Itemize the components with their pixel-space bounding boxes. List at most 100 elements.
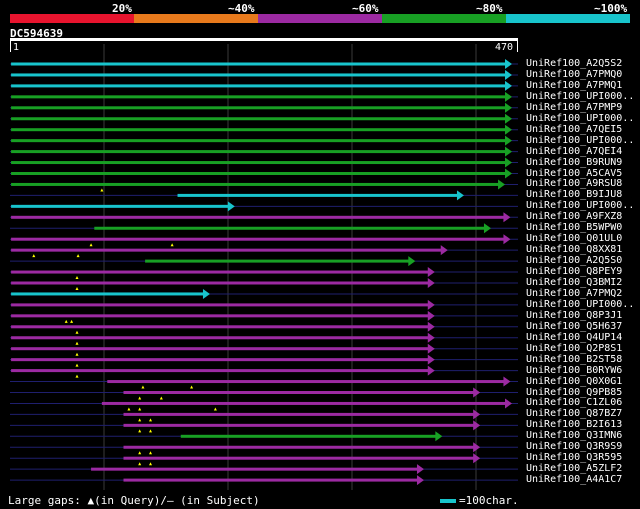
hit-bar[interactable] <box>11 73 507 77</box>
hit-label[interactable]: UniRef100_UPI000.. <box>526 90 635 102</box>
hit-bar[interactable] <box>11 204 229 208</box>
hit-bar[interactable] <box>91 467 418 471</box>
query-gap-marker <box>75 374 79 378</box>
hit-bar[interactable] <box>11 292 204 296</box>
hit-label[interactable]: UniRef100_UPI000.. <box>526 200 635 212</box>
hit-label[interactable]: UniRef100_UPI000.. <box>526 298 635 310</box>
hit-bar-arrow <box>473 442 481 453</box>
hit-bar[interactable] <box>11 161 507 165</box>
hit-bar[interactable] <box>11 281 429 285</box>
hit-bar[interactable] <box>123 456 475 460</box>
hit-bar[interactable] <box>123 391 475 394</box>
hit-label[interactable]: UniRef100_B9IJU8 <box>526 189 623 201</box>
hit-bar[interactable] <box>123 478 418 482</box>
query-gap-marker <box>70 319 74 323</box>
hit-label[interactable]: UniRef100_A7PMQ0 <box>526 68 623 80</box>
hit-label[interactable]: UniRef100_Q8PEY9 <box>526 266 623 278</box>
hit-bar[interactable] <box>11 215 505 219</box>
hit-bar-arrow <box>427 321 435 332</box>
hit-bar[interactable] <box>11 358 429 362</box>
hit-bar[interactable] <box>94 226 485 230</box>
hit-bar[interactable] <box>11 106 507 110</box>
hit-label[interactable]: UniRef100_Q5H637 <box>526 320 623 332</box>
hit-bar[interactable] <box>123 445 475 449</box>
hit-label[interactable]: UniRef100_Q3BMI2 <box>526 277 623 288</box>
hit-bar-arrow <box>505 124 512 135</box>
hit-bar-arrow <box>408 256 416 267</box>
hit-label[interactable]: UniRef100_Q3R595 <box>526 452 623 464</box>
hit-bar[interactable] <box>11 182 500 186</box>
hit-label[interactable]: UniRef100_A5ZLF2 <box>526 463 623 475</box>
hit-bar-arrow <box>505 146 512 157</box>
hit-bar[interactable] <box>11 336 429 340</box>
hit-label[interactable]: UniRef100_Q0X0G1 <box>526 375 623 387</box>
query-gap-marker <box>149 462 153 466</box>
query-gap-marker <box>75 363 79 367</box>
hit-label[interactable]: UniRef100_A9FXZ8 <box>526 211 623 223</box>
hit-label[interactable]: UniRef100_B5WPW0 <box>526 222 623 234</box>
hit-label[interactable]: UniRef100_A7QEI5 <box>526 123 623 135</box>
hit-label[interactable]: UniRef100_UPI000.. <box>526 134 635 146</box>
hit-label[interactable]: UniRef100_A4A1C7 <box>526 474 623 486</box>
hit-label[interactable]: UniRef100_Q01UL0 <box>526 233 623 245</box>
query-gap-marker <box>64 319 68 323</box>
hit-bar[interactable] <box>11 369 429 373</box>
hit-bar[interactable] <box>11 84 507 88</box>
hit-bar-arrow <box>416 464 424 475</box>
query-gap-marker <box>75 276 79 280</box>
hit-bar[interactable] <box>11 248 442 252</box>
hit-bar-arrow <box>202 288 210 299</box>
hit-bar[interactable] <box>123 412 475 416</box>
legend-segment <box>506 14 630 23</box>
hit-label[interactable]: UniRef100_A7PMQ1 <box>526 79 623 91</box>
hit-label[interactable]: UniRef100_B2I613 <box>526 419 623 431</box>
hit-bar[interactable] <box>177 193 458 197</box>
hit-bar[interactable] <box>11 237 505 241</box>
query-gap-marker <box>76 254 80 258</box>
hit-label[interactable]: UniRef100_B0RYW6 <box>526 364 623 376</box>
query-gap-marker <box>75 341 79 345</box>
hit-label[interactable]: UniRef100_A7PMP9 <box>526 101 623 113</box>
hit-label[interactable]: UniRef100_Q4UP14 <box>526 331 623 343</box>
hit-label[interactable]: UniRef100_A9RSU8 <box>526 178 623 190</box>
hit-label[interactable]: UniRef100_A7PMQ2 <box>526 287 623 299</box>
hit-label[interactable]: UniRef100_UPI000.. <box>526 112 635 124</box>
hit-label[interactable]: UniRef100_A7QEI4 <box>526 145 623 157</box>
query-gap-marker <box>159 396 163 400</box>
hit-label[interactable]: UniRef100_C1ZL06 <box>526 397 623 409</box>
hit-label[interactable]: UniRef100_Q9PB85 <box>526 386 623 398</box>
hit-bar[interactable] <box>180 434 437 438</box>
hit-label[interactable]: UniRef100_Q3IMN6 <box>526 430 623 442</box>
hit-label[interactable]: UniRef100_B2ST58 <box>526 353 623 365</box>
hit-label[interactable]: UniRef100_A5CAV5 <box>526 167 623 179</box>
hit-bar[interactable] <box>11 150 507 154</box>
hit-label[interactable]: UniRef100_Q2P8S1 <box>526 342 623 354</box>
hit-bar[interactable] <box>11 172 507 175</box>
hit-bar[interactable] <box>11 117 507 121</box>
hit-label[interactable]: UniRef100_A2Q5S0 <box>526 255 623 267</box>
hit-label[interactable]: UniRef100_Q8XX81 <box>526 244 623 256</box>
hit-bar[interactable] <box>123 423 475 427</box>
hit-bar[interactable] <box>107 380 505 384</box>
hit-bar[interactable] <box>11 270 429 274</box>
hit-bar[interactable] <box>11 303 429 307</box>
hit-bar[interactable] <box>11 95 507 99</box>
hit-label[interactable]: UniRef100_Q8P3J1 <box>526 309 623 321</box>
scale-key-bar <box>440 499 456 503</box>
hit-label[interactable]: UniRef100_B9RUN9 <box>526 156 623 168</box>
hit-bar[interactable] <box>11 139 507 143</box>
hit-bar[interactable] <box>11 347 429 351</box>
hit-bar-arrow <box>483 223 491 234</box>
hit-label[interactable]: UniRef100_A2Q5S2 <box>526 58 623 69</box>
hit-bar[interactable] <box>11 325 429 329</box>
hit-bar[interactable] <box>101 401 506 405</box>
hit-bar[interactable] <box>145 259 410 263</box>
hit-bar-arrow <box>416 475 424 486</box>
hit-label[interactable]: UniRef100_Q87BZ7 <box>526 408 623 420</box>
hit-bar[interactable] <box>11 314 429 318</box>
hit-bar-arrow <box>505 69 512 80</box>
hit-label[interactable]: UniRef100_Q3R9S9 <box>526 441 623 453</box>
hit-bar[interactable] <box>11 128 507 132</box>
hit-bar[interactable] <box>11 62 507 66</box>
